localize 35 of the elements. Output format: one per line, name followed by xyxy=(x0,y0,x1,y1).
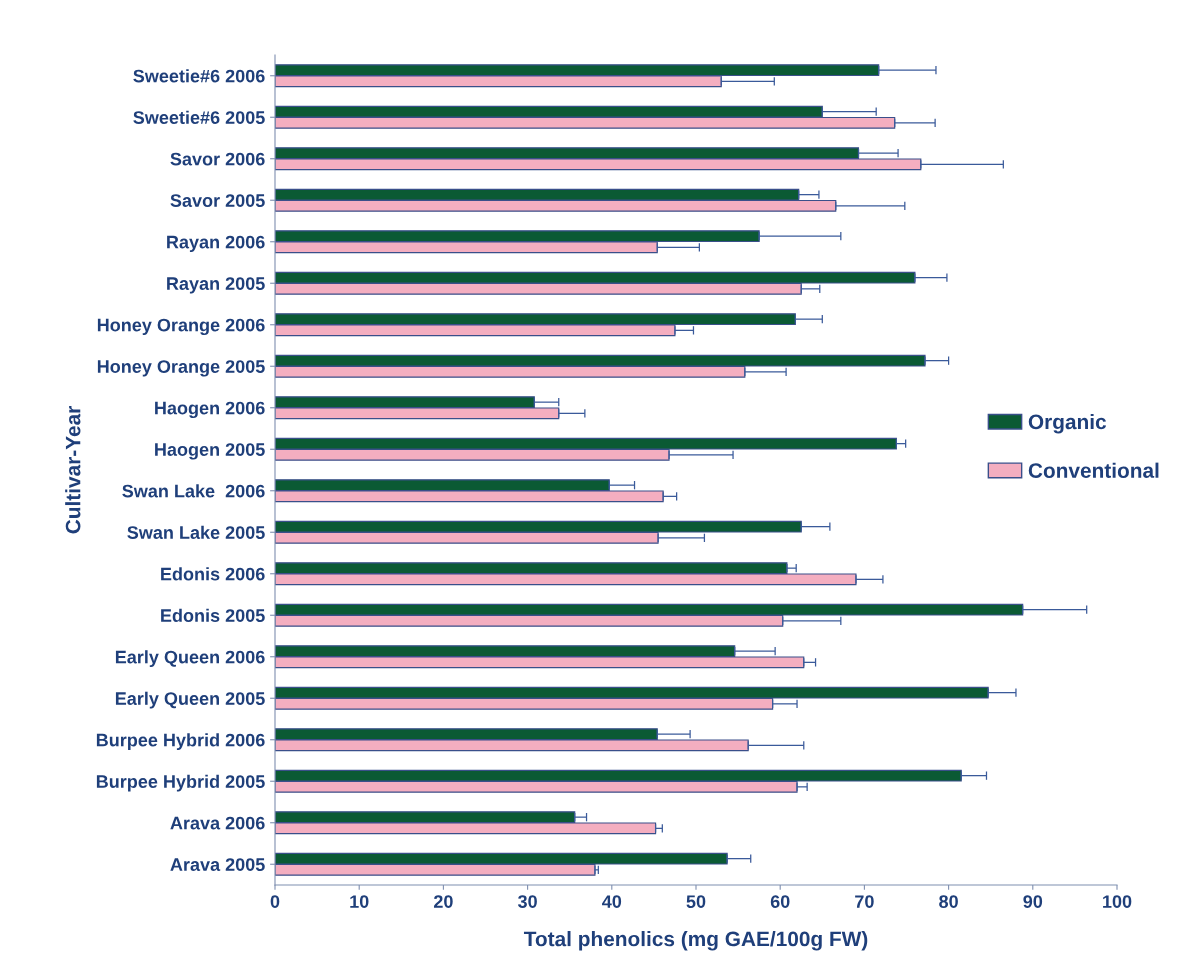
y-tick-label: Burpee Hybrid 2005 xyxy=(96,774,265,792)
y-tick-label: Savor 2005 xyxy=(170,194,265,207)
y-tick-label: Savor 2006 xyxy=(170,152,265,166)
y-tick-label: Honey Orange 2005 xyxy=(97,360,265,377)
y-tick-label: Sweetie#6 2005 xyxy=(133,110,265,124)
legend-label: Conventional xyxy=(1028,462,1159,478)
x-tick-label: 10 xyxy=(350,895,369,908)
y-tick-label: Rayan 2005 xyxy=(167,277,265,294)
y-tick-label: Early Queen 2006 xyxy=(115,650,265,668)
x-tick-label: 90 xyxy=(1023,895,1043,908)
y-tick-label: Edonis 2006 xyxy=(161,567,265,581)
x-tick-label: 50 xyxy=(686,895,706,908)
y-axis-title: Cultivar-Year xyxy=(65,406,81,534)
x-tick-label: 20 xyxy=(433,895,453,908)
y-tick-label: Rayan 2006 xyxy=(167,235,265,253)
x-tick-label: 70 xyxy=(855,895,874,908)
legend-label: Organic xyxy=(1028,413,1107,434)
x-tick-label: 30 xyxy=(517,895,537,909)
y-tick-label: Haogen 2006 xyxy=(155,401,265,419)
y-tick-label: Haogen 2005 xyxy=(155,443,265,460)
y-tick-label: Sweetie#6 2006 xyxy=(133,69,265,83)
y-tick-label: Arava 2006 xyxy=(170,816,265,830)
x-tick-label: 80 xyxy=(939,895,958,908)
x-tick-label: 0 xyxy=(270,895,280,908)
y-tick-label: Early Queen 2005 xyxy=(115,691,265,709)
y-tick-label: Swan Lake 2006 xyxy=(122,484,265,498)
y-tick-label: Honey Orange 2006 xyxy=(97,318,265,336)
y-tick-label: Burpee Hybrid 2006 xyxy=(96,733,265,751)
x-axis-title: Total phenolics (mg GAE/100g FW) xyxy=(523,931,868,951)
x-tick-label: 60 xyxy=(770,895,790,908)
y-tick-label: Swan Lake 2005 xyxy=(127,525,265,539)
y-tick-label: Arava 2005 xyxy=(170,858,265,871)
y-tick-label: Edonis 2005 xyxy=(161,608,265,622)
x-tick-label: 100 xyxy=(1103,895,1132,908)
x-tick-label: 40 xyxy=(602,895,622,908)
